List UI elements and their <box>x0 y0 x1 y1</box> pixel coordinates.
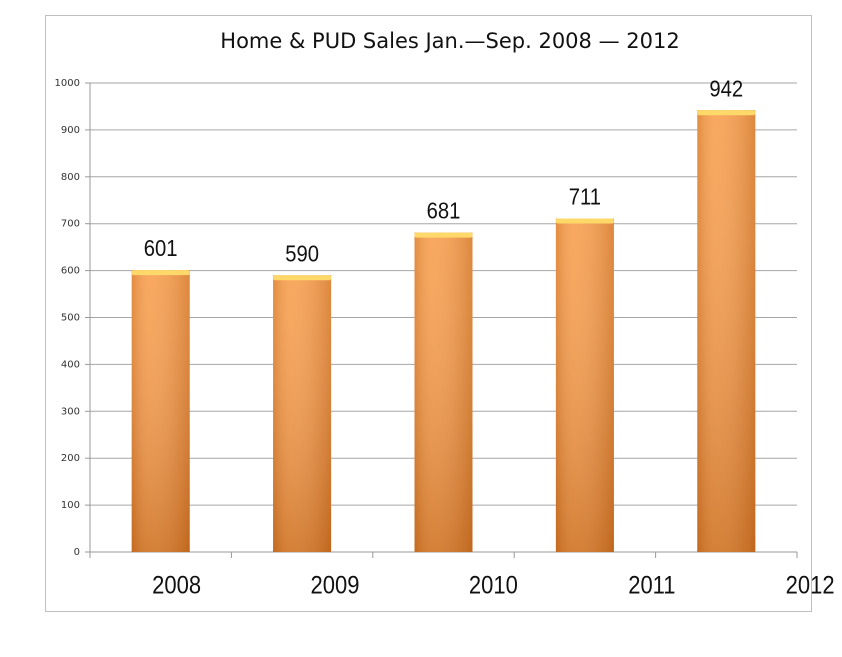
x-tick-label: 2012 <box>786 571 835 599</box>
value-label: 681 <box>427 197 461 224</box>
chart-title: Home & PUD Sales Jan.—Sep. 2008 — 2012 <box>220 29 679 53</box>
value-label: 711 <box>569 183 601 210</box>
x-tick-label: 2009 <box>311 571 360 599</box>
y-tick-label: 0 <box>74 547 80 558</box>
bar-cap <box>414 232 473 238</box>
x-tick-label: 2011 <box>628 571 675 599</box>
value-label: 942 <box>709 75 743 102</box>
y-tick-label: 300 <box>61 406 80 417</box>
bar-side-shade <box>131 270 190 552</box>
y-tick-label: 500 <box>61 313 80 324</box>
value-label: 590 <box>285 240 319 267</box>
y-tick-label: 900 <box>61 125 80 136</box>
x-tick-label: 2010 <box>469 571 518 599</box>
bar-cap <box>131 270 190 276</box>
bar-cap <box>273 275 332 281</box>
value-label: 601 <box>144 235 178 262</box>
y-tick-label: 200 <box>61 453 80 464</box>
x-tick-label: 2008 <box>152 571 201 599</box>
bar-side-shade <box>697 110 756 553</box>
bar-side-shade <box>273 275 332 552</box>
bar-cap <box>555 218 614 224</box>
y-tick-label: 100 <box>61 500 80 511</box>
y-tick-label: 800 <box>61 172 80 183</box>
y-tick-label: 700 <box>61 219 80 230</box>
bar-side-shade <box>414 232 473 552</box>
y-tick-label: 1000 <box>55 78 80 89</box>
y-tick-label: 400 <box>61 359 80 370</box>
y-tick-label: 600 <box>61 266 80 277</box>
bar-side-shade <box>555 218 614 552</box>
bar-cap <box>697 110 756 116</box>
